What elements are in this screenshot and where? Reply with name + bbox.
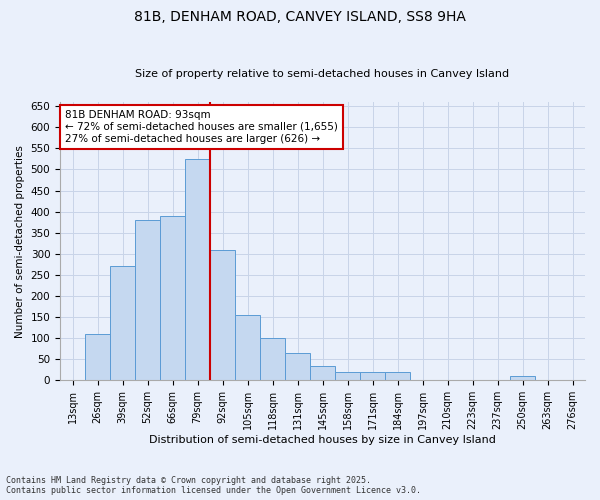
Text: Contains HM Land Registry data © Crown copyright and database right 2025.
Contai: Contains HM Land Registry data © Crown c… [6, 476, 421, 495]
Bar [235, 315, 260, 380]
Bar [310, 366, 335, 380]
Bar [210, 250, 235, 380]
Bar [360, 372, 385, 380]
Title: Size of property relative to semi-detached houses in Canvey Island: Size of property relative to semi-detach… [136, 69, 509, 79]
Bar [110, 266, 135, 380]
Text: 81B DENHAM ROAD: 93sqm
← 72% of semi-detached houses are smaller (1,655)
27% of : 81B DENHAM ROAD: 93sqm ← 72% of semi-det… [65, 110, 338, 144]
Bar [510, 376, 535, 380]
Text: 81B, DENHAM ROAD, CANVEY ISLAND, SS8 9HA: 81B, DENHAM ROAD, CANVEY ISLAND, SS8 9HA [134, 10, 466, 24]
Y-axis label: Number of semi-detached properties: Number of semi-detached properties [15, 144, 25, 338]
Bar [285, 353, 310, 380]
Bar [260, 338, 285, 380]
Bar [185, 159, 210, 380]
Bar [335, 372, 360, 380]
X-axis label: Distribution of semi-detached houses by size in Canvey Island: Distribution of semi-detached houses by … [149, 435, 496, 445]
Bar [385, 372, 410, 380]
Bar [85, 334, 110, 380]
Bar [135, 220, 160, 380]
Bar [160, 216, 185, 380]
